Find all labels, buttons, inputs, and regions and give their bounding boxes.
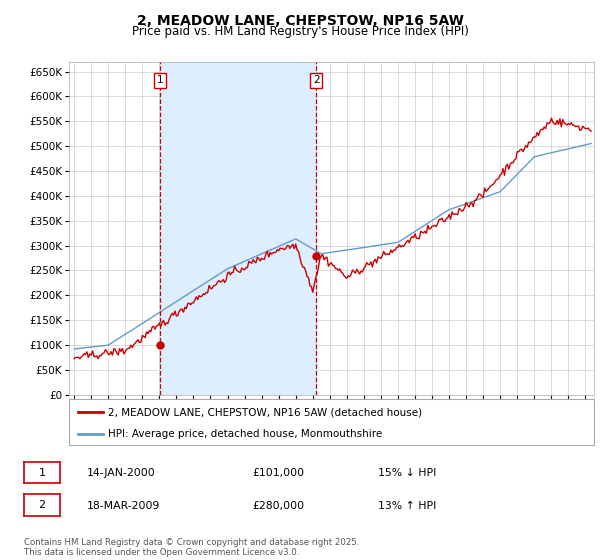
Text: 2, MEADOW LANE, CHEPSTOW, NP16 5AW (detached house): 2, MEADOW LANE, CHEPSTOW, NP16 5AW (deta… bbox=[109, 407, 422, 417]
Text: Contains HM Land Registry data © Crown copyright and database right 2025.
This d: Contains HM Land Registry data © Crown c… bbox=[24, 538, 359, 557]
Text: 1: 1 bbox=[157, 76, 163, 86]
Bar bbox=[160, 62, 316, 395]
Text: 2, MEADOW LANE, CHEPSTOW, NP16 5AW: 2, MEADOW LANE, CHEPSTOW, NP16 5AW bbox=[137, 14, 463, 28]
Text: £101,000: £101,000 bbox=[252, 468, 304, 478]
Text: 15% ↓ HPI: 15% ↓ HPI bbox=[378, 468, 436, 478]
Text: 18-MAR-2009: 18-MAR-2009 bbox=[87, 501, 160, 511]
Text: 1: 1 bbox=[38, 468, 46, 478]
Text: 13% ↑ HPI: 13% ↑ HPI bbox=[378, 501, 436, 511]
Text: 14-JAN-2000: 14-JAN-2000 bbox=[87, 468, 156, 478]
Text: 2: 2 bbox=[313, 76, 320, 86]
Text: 2: 2 bbox=[38, 500, 46, 510]
Text: £280,000: £280,000 bbox=[252, 501, 304, 511]
Text: HPI: Average price, detached house, Monmouthshire: HPI: Average price, detached house, Monm… bbox=[109, 429, 383, 438]
Text: Price paid vs. HM Land Registry's House Price Index (HPI): Price paid vs. HM Land Registry's House … bbox=[131, 25, 469, 38]
